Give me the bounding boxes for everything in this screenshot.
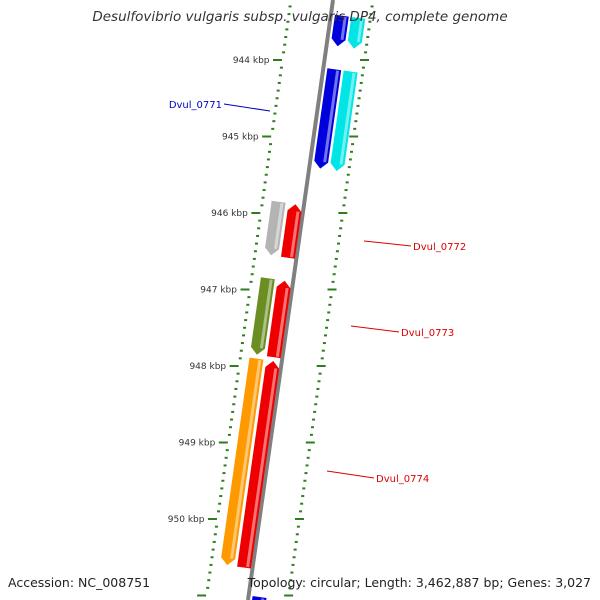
gene-label-Dvul_0771[interactable]: Dvul_0771 — [169, 100, 222, 111]
ruler-label: 948 kbp — [189, 362, 226, 372]
gene-red-0772[interactable] — [281, 204, 302, 259]
ruler-ticks: 944 kbp 945 kbp 946 kbp 947 kbp 948 kbp 949 k… — [168, 5, 374, 597]
gene-highlight — [275, 287, 289, 357]
label-leader-line — [350, 325, 400, 333]
gene-features — [221, 14, 366, 600]
ruler-label: 947 kbp — [200, 286, 237, 296]
ruler-label: 950 kbp — [168, 515, 205, 525]
gene-Dvul_0774[interactable] — [221, 357, 264, 566]
gene-red-0773[interactable] — [266, 280, 291, 359]
gene-label-Dvul_0772[interactable]: Dvul_0772 — [413, 242, 466, 253]
gene-Dvul_0773[interactable] — [251, 277, 275, 355]
genome-backbone — [246, 0, 335, 600]
gene-Dvul_0771[interactable] — [314, 68, 342, 169]
label-leader-line — [223, 103, 271, 112]
gene-highlight — [230, 359, 262, 559]
accession-text: Accession: NC_008751 — [8, 575, 151, 590]
gene-blue-bottom[interactable] — [251, 596, 267, 600]
map-title: Desulfovibrio vulgaris subsp. vulgaris D… — [92, 9, 508, 25]
gene-highlight — [356, 19, 363, 43]
gene-label-Dvul_0774[interactable]: Dvul_0774 — [376, 474, 429, 485]
gene-highlight — [323, 70, 340, 163]
label-leader-line — [363, 240, 412, 247]
ruler-label: 946 kbp — [211, 209, 248, 219]
label-leader-line — [326, 470, 375, 479]
gene-cyan-0771[interactable] — [330, 70, 358, 172]
ruler-label: 944 kbp — [233, 56, 270, 66]
gene-labels: Dvul_0771 Dvul_0772 Dvul_0773 Dvul_0774 — [169, 100, 466, 485]
gene-highlight — [274, 203, 284, 250]
gene-red-0774[interactable] — [237, 361, 280, 569]
gene-highlight — [290, 211, 300, 258]
gene-highlight — [246, 368, 278, 568]
gene-highlight — [339, 72, 356, 165]
topology-text: Topology: circular; Length: 3,462,887 bp… — [247, 575, 591, 590]
gene-blue-top[interactable] — [331, 14, 349, 47]
backbone-group — [246, 0, 335, 600]
gene-label-Dvul_0773[interactable]: Dvul_0773 — [401, 328, 454, 339]
gene-Dvul_0772[interactable] — [265, 200, 286, 256]
gene-cyan-top[interactable] — [347, 17, 366, 49]
ruler-label: 949 kbp — [179, 439, 216, 449]
ruler-label: 945 kbp — [222, 133, 259, 143]
gene-highlight — [340, 16, 347, 40]
gene-highlight — [259, 279, 273, 349]
